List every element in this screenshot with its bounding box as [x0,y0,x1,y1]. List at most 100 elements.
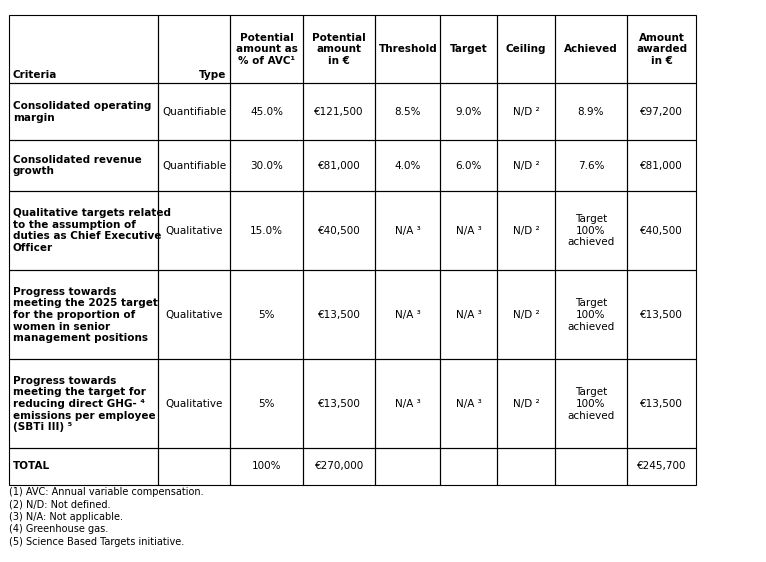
Bar [497,360,555,448]
Bar [555,270,627,360]
Bar [440,15,497,84]
Bar [158,448,231,484]
Bar [627,360,696,448]
Text: Threshold: Threshold [378,44,437,55]
Text: N/D ²: N/D ² [512,310,539,320]
Bar [440,191,497,270]
Text: (2) N/D: Not defined.: (2) N/D: Not defined. [9,500,110,510]
Text: Qualitative: Qualitative [165,225,223,235]
Text: N/A ³: N/A ³ [395,399,421,409]
Text: N/A ³: N/A ³ [456,310,482,320]
Bar [303,84,375,140]
Bar [497,270,555,360]
Text: Qualitative: Qualitative [165,399,223,409]
Bar [555,140,627,191]
Bar [375,360,440,448]
Text: Target
100%
achieved: Target 100% achieved [568,298,614,332]
Bar [158,140,231,191]
Bar [555,15,627,84]
Bar [555,84,627,140]
Bar [375,84,440,140]
Text: Consolidated operating
margin: Consolidated operating margin [13,101,151,123]
Bar [9,270,158,360]
Text: Qualitative targets related
to the assumption of
duties as Chief Executive
Offic: Qualitative targets related to the assum… [13,208,171,253]
Bar [497,15,555,84]
Text: Target
100%
achieved: Target 100% achieved [568,387,614,420]
Text: €40,500: €40,500 [640,225,683,235]
Text: 7.6%: 7.6% [578,161,604,170]
Bar [9,360,158,448]
Bar [375,191,440,270]
Text: €13,500: €13,500 [640,399,683,409]
Text: 30.0%: 30.0% [250,161,283,170]
Bar [375,140,440,191]
Bar [375,448,440,484]
Text: N/D ²: N/D ² [512,399,539,409]
Bar [375,270,440,360]
Bar [440,270,497,360]
Text: Progress towards
meeting the target for
reducing direct GHG- ⁴
emissions per emp: Progress towards meeting the target for … [13,376,155,432]
Text: 8.5%: 8.5% [394,107,421,117]
Bar [158,84,231,140]
Text: €121,500: €121,500 [314,107,364,117]
Bar [303,140,375,191]
Text: (1) AVC: Annual variable compensation.: (1) AVC: Annual variable compensation. [9,487,204,497]
Bar [231,360,303,448]
Text: Quantifiable: Quantifiable [162,107,226,117]
Bar [303,360,375,448]
Text: 100%: 100% [252,461,281,472]
Bar [231,140,303,191]
Bar [440,140,497,191]
Bar [303,270,375,360]
Text: Achieved: Achieved [564,44,618,55]
Text: N/A ³: N/A ³ [395,225,421,235]
Text: Type: Type [199,70,227,80]
Bar [158,360,231,448]
Text: (3) N/A: Not applicable.: (3) N/A: Not applicable. [9,512,123,522]
Bar [497,191,555,270]
Text: €40,500: €40,500 [318,225,361,235]
Bar [9,191,158,270]
Bar [231,15,303,84]
Text: Target: Target [450,44,488,55]
Bar [158,270,231,360]
Bar [627,84,696,140]
Bar [627,15,696,84]
Text: Target
100%
achieved: Target 100% achieved [568,214,614,247]
Bar [303,191,375,270]
Bar [231,448,303,484]
Text: €270,000: €270,000 [315,461,364,472]
Text: (5) Science Based Targets initiative.: (5) Science Based Targets initiative. [9,537,185,547]
Text: 5%: 5% [258,399,275,409]
Bar [555,360,627,448]
Text: 6.0%: 6.0% [456,161,482,170]
Text: Consolidated revenue
growth: Consolidated revenue growth [13,155,142,176]
Text: Quantifiable: Quantifiable [162,161,226,170]
Text: N/D ²: N/D ² [512,161,539,170]
Bar [375,15,440,84]
Text: 8.9%: 8.9% [578,107,604,117]
Text: Amount
awarded
in €: Amount awarded in € [636,33,687,66]
Text: N/A ³: N/A ³ [395,310,421,320]
Text: TOTAL: TOTAL [13,461,50,472]
Bar [158,15,231,84]
Text: 45.0%: 45.0% [250,107,283,117]
Text: 5%: 5% [258,310,275,320]
Text: €81,000: €81,000 [640,161,683,170]
Text: N/A ³: N/A ³ [456,399,482,409]
Bar [9,84,158,140]
Bar [440,360,497,448]
Bar [497,448,555,484]
Text: €13,500: €13,500 [640,310,683,320]
Bar [303,15,375,84]
Bar [627,270,696,360]
Text: 15.0%: 15.0% [250,225,283,235]
Bar [9,140,158,191]
Text: Potential
amount as
% of AVC¹: Potential amount as % of AVC¹ [236,33,297,66]
Text: €97,200: €97,200 [640,107,683,117]
Bar [231,84,303,140]
Bar [497,84,555,140]
Bar [158,191,231,270]
Text: €81,000: €81,000 [318,161,361,170]
Text: Progress towards
meeting the 2025 target
for the proportion of
women in senior
m: Progress towards meeting the 2025 target… [13,287,158,343]
